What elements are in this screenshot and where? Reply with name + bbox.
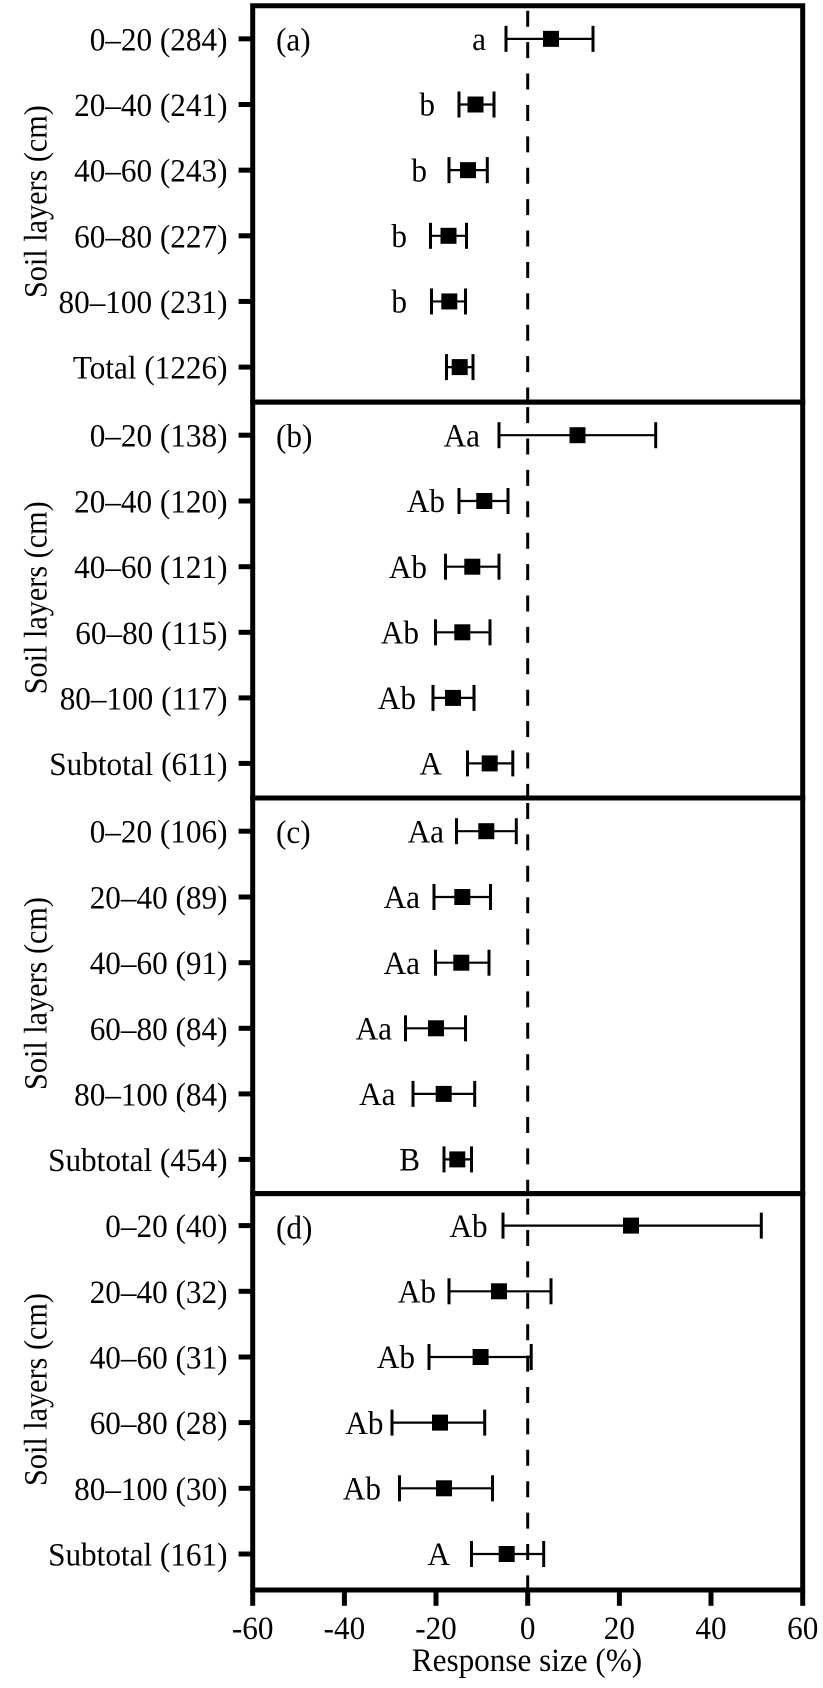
svg-text:(d): (d)	[276, 1209, 312, 1246]
svg-text:0–20 (106): 0–20 (106)	[90, 814, 228, 851]
svg-text:b: b	[391, 284, 407, 321]
svg-text:b: b	[419, 87, 435, 124]
svg-text:Ab: Ab	[450, 1208, 488, 1245]
svg-text:(b): (b)	[276, 418, 312, 455]
svg-text:b: b	[411, 152, 427, 189]
svg-text:-40: -40	[324, 1610, 366, 1647]
svg-text:0–20 (138): 0–20 (138)	[90, 418, 228, 455]
svg-text:80–100 (231): 80–100 (231)	[59, 284, 228, 321]
svg-text:20–40 (241): 20–40 (241)	[74, 87, 227, 124]
svg-text:A: A	[428, 1536, 451, 1573]
svg-text:80–100 (30): 80–100 (30)	[74, 1471, 227, 1508]
svg-text:Total (1226): Total (1226)	[73, 350, 228, 387]
svg-text:-20: -20	[415, 1610, 457, 1647]
svg-text:0: 0	[520, 1610, 536, 1647]
svg-text:b: b	[391, 218, 407, 255]
svg-text:Ab: Ab	[389, 549, 427, 586]
svg-text:0–20 (40): 0–20 (40)	[105, 1208, 227, 1245]
svg-text:60–80 (28): 60–80 (28)	[90, 1405, 228, 1442]
svg-text:40: 40	[695, 1610, 726, 1647]
svg-text:Aa: Aa	[408, 813, 445, 850]
svg-text:B: B	[399, 1142, 420, 1179]
svg-text:Ab: Ab	[345, 1405, 383, 1442]
svg-text:Soil layers (cm): Soil layers (cm)	[18, 1293, 55, 1486]
svg-text:Response size (%): Response size (%)	[412, 1642, 642, 1679]
svg-text:Ab: Ab	[381, 615, 419, 652]
svg-text:60–80 (115): 60–80 (115)	[75, 615, 227, 652]
svg-text:Subtotal (161): Subtotal (161)	[48, 1537, 227, 1574]
svg-text:Subtotal (454): Subtotal (454)	[48, 1142, 227, 1179]
svg-text:60–80 (227): 60–80 (227)	[74, 218, 227, 255]
svg-text:a: a	[472, 21, 486, 58]
svg-text:-60: -60	[232, 1610, 274, 1647]
svg-text:Aa: Aa	[444, 417, 481, 454]
svg-text:(a): (a)	[276, 22, 311, 59]
svg-text:Subtotal (611): Subtotal (611)	[49, 746, 227, 783]
svg-text:0–20 (284): 0–20 (284)	[90, 21, 228, 58]
svg-text:Ab: Ab	[398, 1274, 436, 1311]
svg-text:Ab: Ab	[377, 1339, 415, 1376]
svg-text:80–100 (84): 80–100 (84)	[74, 1076, 227, 1113]
svg-text:60–80 (84): 60–80 (84)	[90, 1011, 228, 1048]
svg-text:Aa: Aa	[384, 879, 421, 916]
svg-text:Soil layers (cm): Soil layers (cm)	[18, 501, 55, 694]
svg-text:40–60 (243): 40–60 (243)	[74, 153, 227, 190]
svg-text:40–60 (91): 40–60 (91)	[90, 945, 228, 982]
svg-text:40–60 (31): 40–60 (31)	[90, 1340, 228, 1377]
svg-text:(c): (c)	[276, 814, 311, 851]
svg-text:A: A	[420, 746, 443, 783]
svg-text:40–60 (121): 40–60 (121)	[74, 549, 227, 586]
svg-text:Ab: Ab	[343, 1471, 381, 1508]
svg-text:Soil layers (cm): Soil layers (cm)	[18, 105, 55, 298]
svg-text:Aa: Aa	[356, 1011, 393, 1048]
svg-text:80–100 (117): 80–100 (117)	[60, 680, 228, 717]
svg-text:60: 60	[787, 1610, 818, 1647]
svg-text:Soil layers (cm): Soil layers (cm)	[18, 897, 55, 1090]
svg-text:Ab: Ab	[407, 483, 445, 520]
svg-text:Aa: Aa	[384, 945, 421, 982]
svg-text:20–40 (120): 20–40 (120)	[74, 484, 227, 521]
svg-text:20–40 (89): 20–40 (89)	[90, 880, 228, 917]
svg-text:20: 20	[604, 1610, 635, 1647]
svg-text:Aa: Aa	[359, 1076, 396, 1113]
svg-text:Ab: Ab	[378, 680, 416, 717]
svg-text:20–40 (32): 20–40 (32)	[90, 1274, 228, 1311]
